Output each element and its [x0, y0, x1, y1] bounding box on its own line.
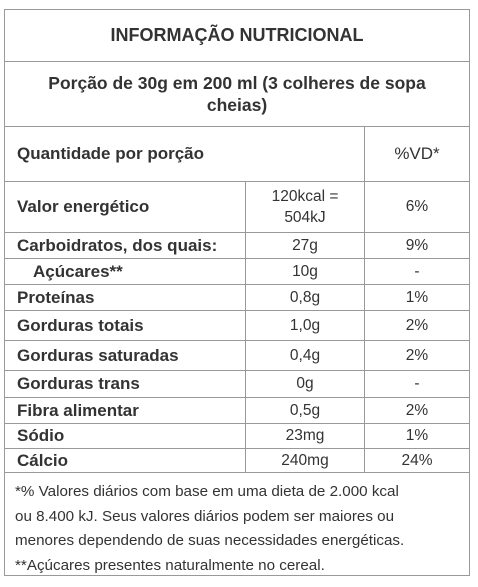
nutrient-dv: 24%: [364, 449, 469, 472]
nutrient-dv: 2%: [364, 398, 469, 423]
nutrient-dv: 6%: [364, 182, 469, 232]
table-row: Sódio 23mg 1%: [5, 424, 469, 449]
nutrient-name: Açúcares**: [33, 261, 123, 281]
table-row: Cálcio 240mg 24%: [5, 449, 469, 473]
nutrient-name: Gorduras trans: [17, 374, 140, 393]
header-row: Quantidade por porção %VD*: [5, 127, 469, 182]
portion-size: Porção de 30g em 200 ml (3 colheres de s…: [5, 62, 469, 127]
nutrient-dv: -: [364, 259, 469, 284]
nutrient-name: Gorduras totais: [17, 315, 144, 335]
nutrient-name: Valor energético: [17, 197, 150, 216]
nutrient-dv: 9%: [364, 233, 469, 258]
nutrient-amount: 10g: [245, 259, 364, 284]
nutrient-dv: -: [364, 371, 469, 397]
table-row: Carboidratos, dos quais: 27g 9%: [5, 233, 469, 259]
nutrient-dv: 2%: [364, 341, 469, 370]
header-quantity-label: Quantidade por porção: [17, 144, 205, 163]
table-row: Proteínas 0,8g 1%: [5, 285, 469, 311]
nutrient-name: Carboidratos, dos quais:: [17, 235, 218, 255]
nutrient-name: Sódio: [17, 426, 65, 445]
footnote-line: *% Valores diários com base em uma dieta…: [15, 483, 399, 500]
nutrient-name: Gorduras saturadas: [17, 345, 179, 365]
nutrient-dv: 1%: [364, 424, 469, 448]
nutrient-name: Proteínas: [17, 287, 95, 307]
table-row: Valor energético 120kcal = 504kJ 6%: [5, 182, 469, 233]
footnote-line: ou 8.400 kJ. Seus valores diários podem …: [15, 507, 395, 525]
nutrient-dv: 2%: [364, 311, 469, 340]
amount-line-2: 504kJ: [284, 209, 326, 226]
nutrient-amount: 120kcal = 504kJ: [245, 182, 364, 232]
nutrient-amount: 0,8g: [245, 285, 364, 310]
table-row: Açúcares** 10g -: [5, 259, 469, 285]
nutrient-name: Fibra alimentar: [17, 400, 139, 420]
nutrient-amount: 0,4g: [245, 341, 364, 370]
nutrient-amount: 240mg: [245, 449, 364, 472]
footnote-line: **Açúcares presentes naturalmente no cer…: [15, 556, 325, 574]
footnote-line: menores dependendo de suas necessidades …: [15, 532, 405, 550]
footnote: *% Valores diários com base em uma dieta…: [5, 473, 469, 578]
nutrient-amount: 23mg: [245, 424, 364, 448]
amount-line-1: 120kcal =: [271, 188, 339, 205]
table-title: INFORMAÇÃO NUTRICIONAL: [5, 10, 469, 62]
nutrient-amount: 0,5g: [245, 398, 364, 423]
header-dv-label: %VD*: [364, 127, 469, 181]
nutrition-facts-table: INFORMAÇÃO NUTRICIONAL Porção de 30g em …: [4, 9, 470, 576]
nutrient-amount: 1,0g: [245, 311, 364, 340]
table-row: Gorduras saturadas 0,4g 2%: [5, 341, 469, 371]
table-row: Gorduras totais 1,0g 2%: [5, 311, 469, 341]
nutrient-amount: 0g: [245, 371, 364, 397]
table-row: Fibra alimentar 0,5g 2%: [5, 398, 469, 424]
nutrient-name: Cálcio: [17, 450, 69, 470]
nutrient-dv: 1%: [364, 285, 469, 310]
table-row: Gorduras trans 0g -: [5, 371, 469, 398]
nutrient-amount: 27g: [245, 233, 364, 258]
